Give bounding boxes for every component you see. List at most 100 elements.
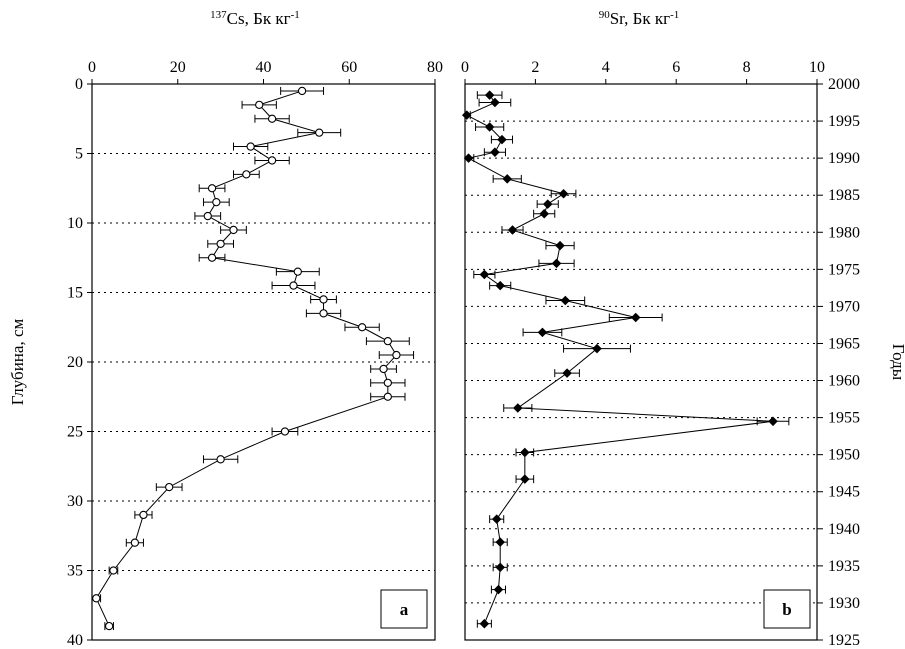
- panel-b-data-point: [490, 147, 500, 157]
- panel-b-y-tick-label: 1960: [828, 373, 860, 390]
- panel-a-data-point: [203, 211, 212, 221]
- panel-b-y-tick-label: 1945: [828, 484, 860, 501]
- panel-a-data-point: [383, 378, 392, 387]
- panel-b-tag-box: [763, 589, 811, 629]
- panel-b-tag: b: [782, 600, 791, 619]
- panel-b-data-point: [497, 134, 507, 145]
- panel-b-grid: [465, 120, 817, 604]
- panel-b-data-point: [491, 514, 502, 524]
- panel-a-data-point: [383, 336, 392, 346]
- panel-a-tag: a: [400, 600, 409, 619]
- panel-b-data-point: [560, 295, 571, 306]
- panel-b-data-point: [507, 225, 518, 235]
- panel-a-data-point: [267, 114, 277, 123]
- panel-b-data-point: [513, 403, 523, 413]
- panel-a-x-ticks: 0 20 40 60 80: [88, 59, 443, 84]
- panel-a-data-point: [319, 295, 328, 304]
- panel-b-x-tick-label: 10: [809, 59, 825, 76]
- panel-b-data-point: [484, 122, 495, 132]
- panel-b-x-tick-label: 2: [531, 59, 539, 76]
- panel-b-y-tick-label: 1965: [828, 335, 860, 352]
- panel-b-data-point: [490, 97, 500, 108]
- panel-a-data-point: [242, 170, 251, 179]
- panel-b-data-point: [479, 618, 490, 629]
- panel-b-plot-frame: [464, 83, 818, 641]
- panel-b-data-point: [493, 584, 504, 595]
- panel-b-data-point: [592, 343, 602, 354]
- panel-a-x-label-text: Cs, Бк кг: [227, 9, 291, 28]
- panel-b-y-tick-label: 1980: [828, 224, 860, 241]
- panel-a-data-point: [216, 239, 225, 248]
- panel-a-data-point: [130, 538, 140, 547]
- panel-b-x-tick-label: 8: [743, 59, 751, 76]
- panel-a-y-tick-label: 10: [67, 215, 83, 232]
- panel-b-data-point: [558, 188, 569, 199]
- panel-a-data-point: [229, 225, 238, 235]
- panel-a-x-tick-label: 20: [170, 59, 186, 76]
- panel-b-data-point: [495, 280, 505, 291]
- panel-b-data-point: [479, 269, 490, 280]
- panel-a-data-point: [246, 142, 255, 151]
- panel-a-data-point: [207, 184, 217, 193]
- panel-b-x-tick-label: 0: [461, 59, 469, 76]
- panel-a-data-point: [216, 455, 225, 464]
- panel-b-data-point: [562, 368, 572, 378]
- panel-a-data-point: [109, 566, 118, 575]
- panel-b-x-ticks: 0 2 4 6 8 10: [461, 59, 825, 84]
- panel-a-data-point: [255, 100, 264, 109]
- panel-b-data-point: [542, 199, 553, 209]
- panel-a-x-tick-label: 40: [256, 59, 272, 76]
- panel-a-data-point: [289, 281, 298, 290]
- panel-b-y-tick-label: 1930: [828, 595, 860, 612]
- panel-a-data-point: [315, 128, 324, 137]
- panel-b-data-point: [555, 240, 565, 251]
- panel-b-series-line: [465, 94, 774, 624]
- panel-a-data-point: [293, 267, 302, 276]
- panel-a-data-point: [297, 86, 307, 96]
- panel-b: 0 2 4 6 8 10 2000 1995 1990 1985 1980 1975 1970 1965…: [461, 9, 905, 649]
- panel-a-data-point: [105, 621, 114, 631]
- panel-a-x-label-exponent: -1: [291, 9, 300, 21]
- panel-a-y-tick-label: 40: [67, 632, 83, 649]
- panel-b-data-point: [539, 208, 549, 219]
- panel-b-x-label-exponent: -1: [670, 9, 679, 21]
- panel-a-data-point: [165, 482, 174, 492]
- panel-a-y-tick-label: 5: [75, 146, 83, 163]
- panel-a-y-axis-title: Глубина, см: [8, 319, 27, 406]
- panel-b-data-point: [551, 258, 562, 269]
- panel-a-data-point: [392, 350, 401, 360]
- panel-b-y-tick-label: 1940: [828, 521, 860, 538]
- panel-b-y-tick-label: 1985: [828, 187, 860, 204]
- panel-a-plot-frame: [91, 83, 436, 641]
- panel-b-x-tick-label: 6: [672, 59, 680, 76]
- panel-a-y-tick-label: 20: [67, 354, 83, 371]
- panel-b-y-tick-label: 2000: [828, 76, 860, 93]
- panel-b-y-tick-label: 1935: [828, 558, 860, 575]
- panel-b-x-axis-title: 90Sr, Бк кг-1: [599, 9, 680, 28]
- panel-a-y-tick-label: 15: [67, 285, 83, 302]
- panel-b-y-tick-label: 1950: [828, 447, 860, 464]
- panel-a-data-point: [379, 364, 388, 374]
- panel-b-data-point: [461, 110, 472, 120]
- panel-a-data-point: [139, 510, 148, 520]
- panel-a-y-ticks: 0 5 10 15 20 25 30 35 40: [67, 76, 92, 649]
- panel-b-data: [461, 90, 790, 629]
- panel-a-x-tick-label: 80: [427, 59, 443, 76]
- panel-b-data-point: [463, 153, 474, 163]
- panel-b-x-tick-label: 4: [602, 59, 610, 76]
- panel-a-tag-box: [380, 589, 428, 629]
- panel-b-data-point: [484, 90, 495, 100]
- panel-b-data-point: [495, 537, 505, 547]
- panel-a-data: [91, 86, 415, 631]
- panel-a-data-point: [319, 309, 328, 318]
- panel-b-y-tick-label: 1990: [828, 150, 860, 167]
- panel-a-x-axis-title: 137Cs, Бк кг-1: [210, 9, 300, 28]
- panel-b-y-axis-title: Годы: [889, 344, 905, 381]
- panel-a-data-point: [92, 594, 101, 603]
- panel-b-y-ticks: 2000 1995 1990 1985 1980 1975 1970 1965 1960 1955…: [817, 76, 860, 649]
- panel-a-grid: [92, 153, 435, 571]
- panel-b-x-label-superscript: 90: [599, 9, 611, 21]
- panel-b-data-point: [495, 562, 505, 573]
- panel-b-y-tick-label: 1975: [828, 261, 860, 278]
